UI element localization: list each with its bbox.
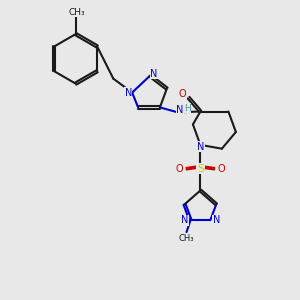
Text: S: S xyxy=(197,164,204,174)
Text: N: N xyxy=(197,142,204,152)
Text: N: N xyxy=(176,105,183,116)
Text: N: N xyxy=(213,215,220,225)
Text: O: O xyxy=(218,164,225,174)
Text: N: N xyxy=(124,88,132,98)
Text: H: H xyxy=(184,104,191,113)
Text: N: N xyxy=(181,215,188,225)
Text: O: O xyxy=(176,164,183,174)
Text: N: N xyxy=(150,69,158,79)
Text: O: O xyxy=(179,89,186,99)
Text: CH₃: CH₃ xyxy=(68,8,85,17)
Text: CH₃: CH₃ xyxy=(179,233,194,242)
